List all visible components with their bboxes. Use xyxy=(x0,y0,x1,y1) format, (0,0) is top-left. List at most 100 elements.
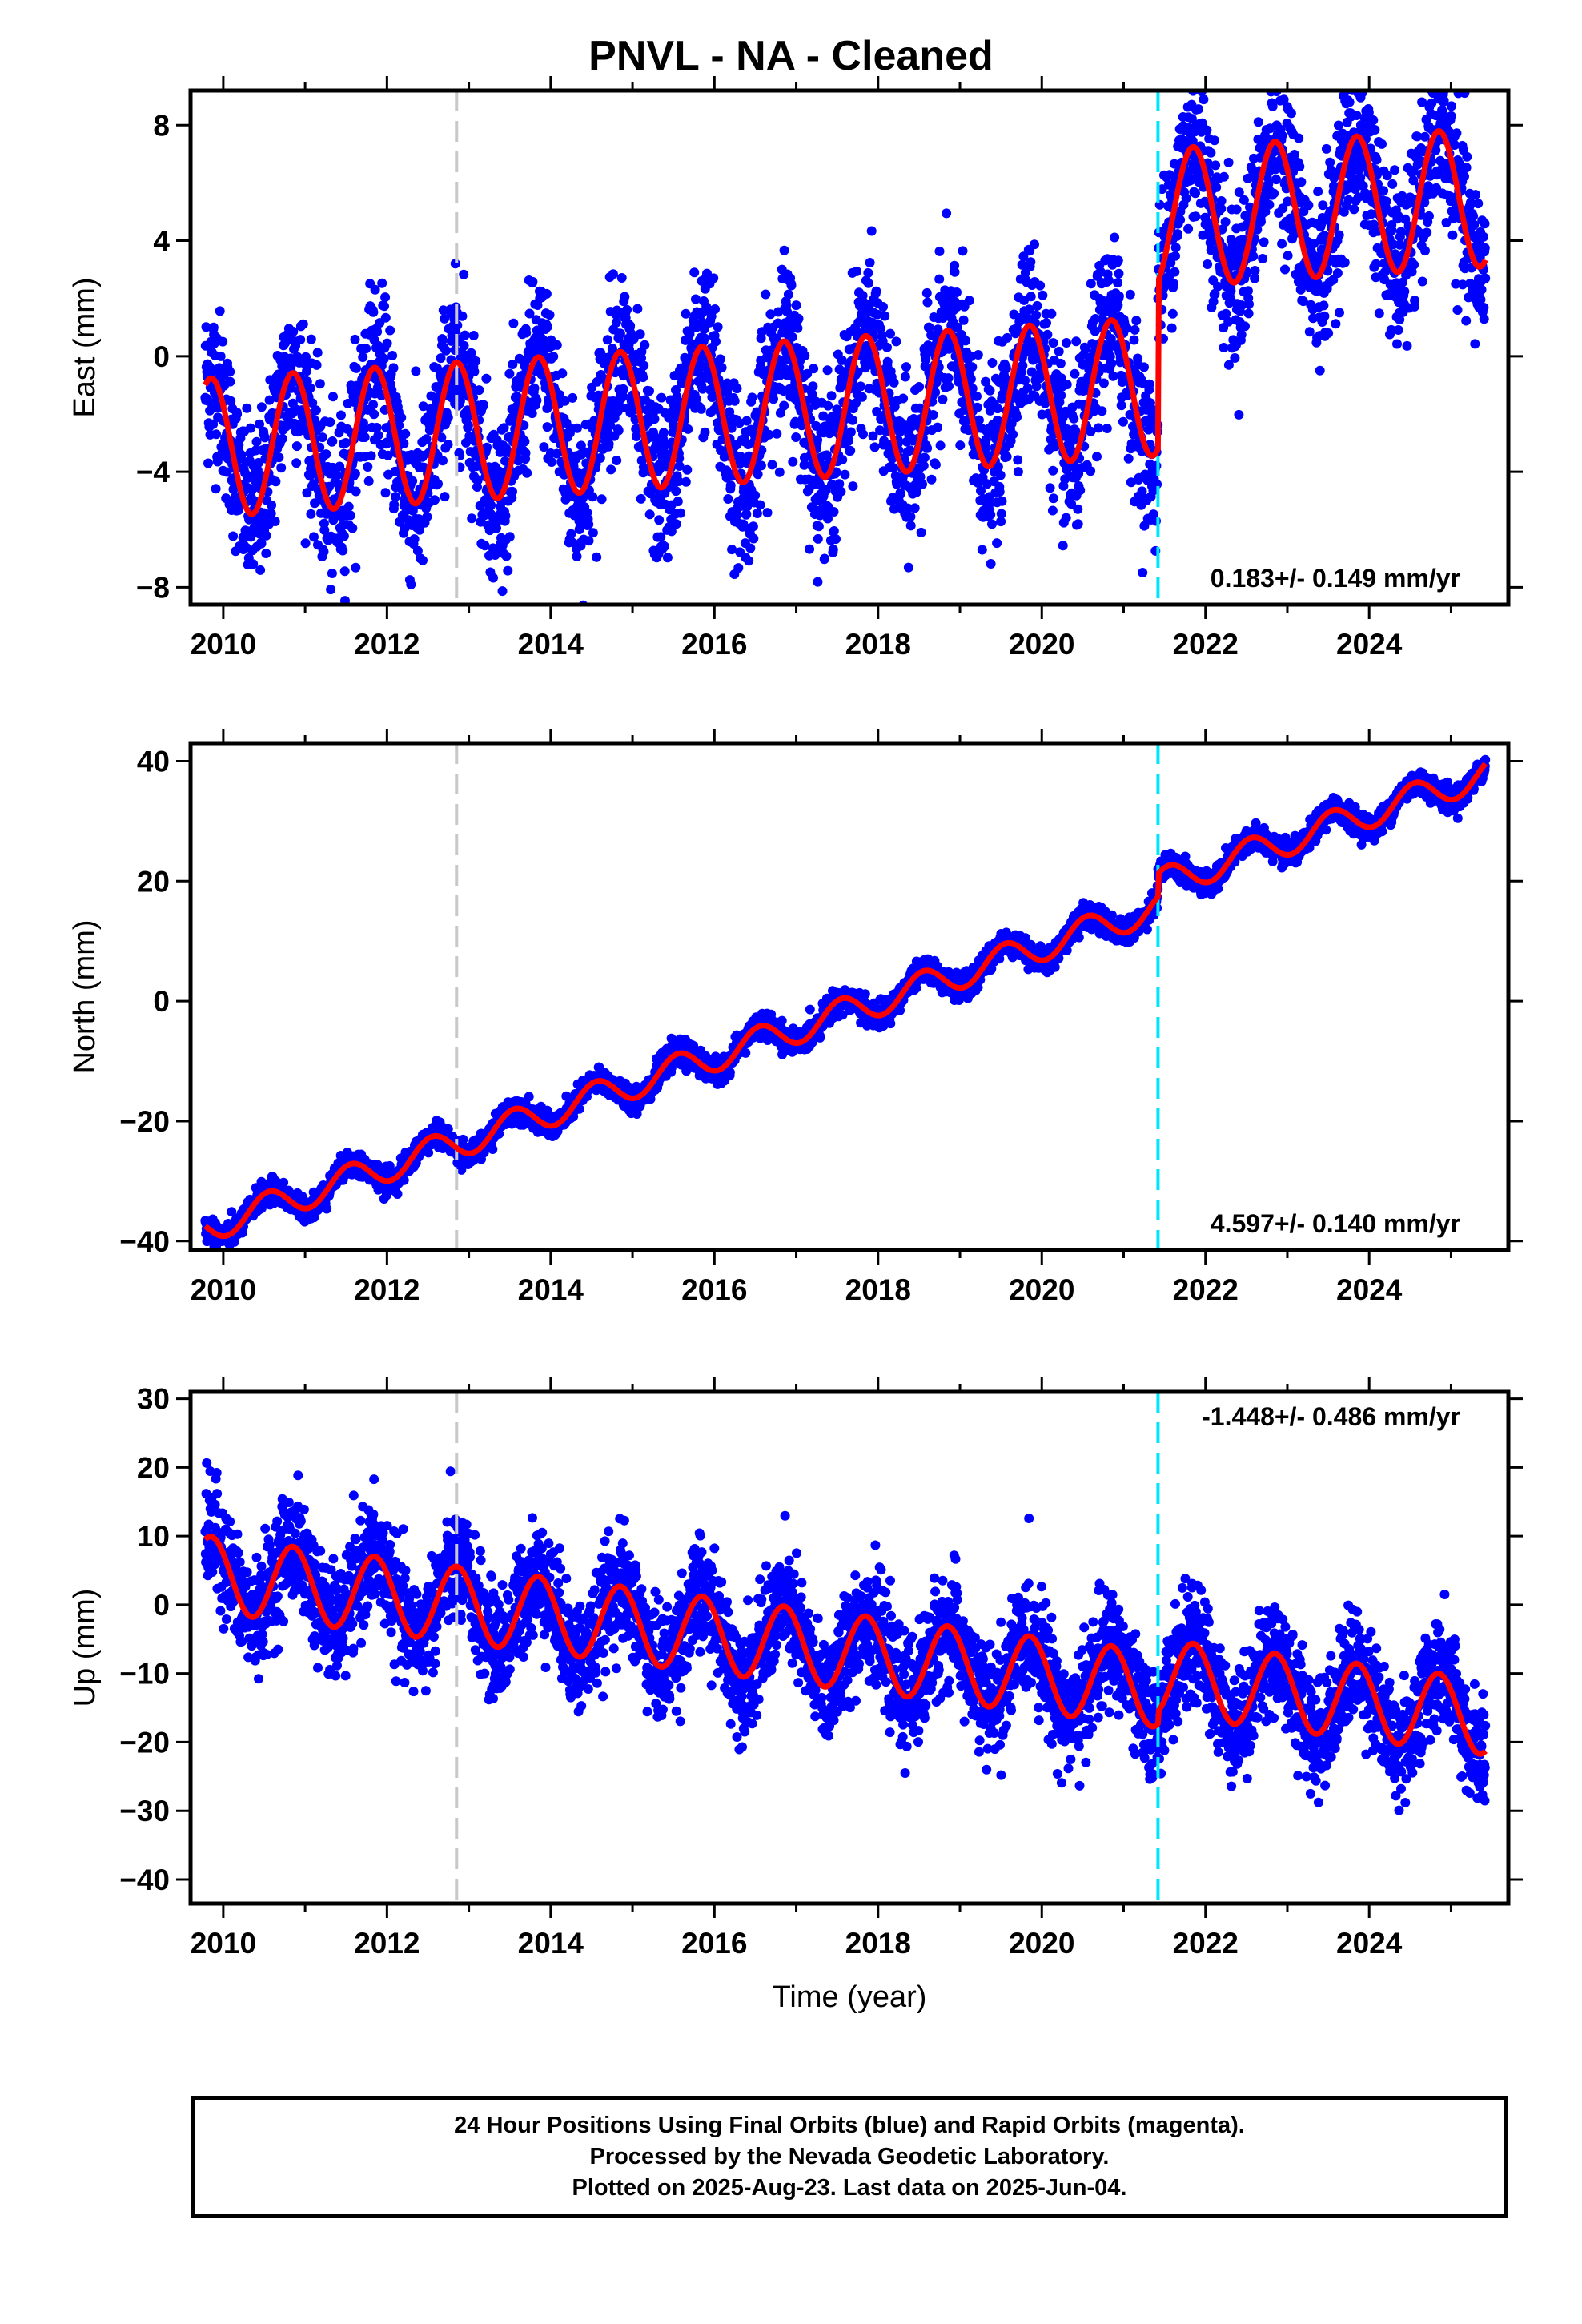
data-point xyxy=(339,566,350,577)
data-point xyxy=(1461,163,1472,173)
data-point xyxy=(368,400,379,410)
data-point xyxy=(339,531,349,541)
data-point xyxy=(1062,380,1072,390)
data-point xyxy=(826,391,837,401)
data-point xyxy=(744,556,754,566)
data-point xyxy=(474,385,484,396)
data-point xyxy=(922,297,933,308)
data-point xyxy=(972,391,982,401)
data-point xyxy=(1199,94,1209,105)
data-point xyxy=(1097,406,1107,416)
data-point xyxy=(351,486,361,497)
data-point xyxy=(236,450,247,460)
data-point xyxy=(298,319,308,329)
data-point xyxy=(437,335,448,345)
data-point xyxy=(1368,115,1379,125)
data-point xyxy=(418,401,428,412)
data-point xyxy=(863,267,873,278)
data-point xyxy=(500,511,511,521)
data-point xyxy=(1001,364,1011,374)
data-point xyxy=(869,442,880,452)
data-point xyxy=(387,351,398,360)
data-point xyxy=(837,355,847,365)
data-point xyxy=(871,286,881,296)
data-point xyxy=(1226,286,1236,296)
data-point xyxy=(853,367,863,377)
data-point xyxy=(967,384,978,394)
data-point xyxy=(245,423,255,433)
data-point xyxy=(919,452,930,463)
data-point xyxy=(1151,460,1162,471)
data-point xyxy=(1303,200,1314,211)
data-point xyxy=(326,585,336,595)
data-point xyxy=(468,331,479,340)
data-point xyxy=(691,393,701,404)
data-point xyxy=(955,440,966,451)
data-point xyxy=(521,328,532,338)
data-point xyxy=(992,538,1002,549)
data-point xyxy=(1390,165,1400,175)
y-axis-label: East (mm) xyxy=(68,277,102,417)
data-point xyxy=(813,435,823,445)
data-point xyxy=(544,310,555,320)
data-point xyxy=(1031,310,1042,320)
data-point xyxy=(752,509,762,518)
data-point xyxy=(513,456,524,466)
data-point xyxy=(1166,323,1177,333)
data-point xyxy=(676,508,685,518)
data-point xyxy=(267,500,277,510)
x-tick-label: 2022 xyxy=(1173,628,1239,661)
scatter-series xyxy=(200,67,1491,605)
plot-area xyxy=(200,743,1491,1250)
data-point xyxy=(1355,68,1364,78)
data-point xyxy=(709,273,719,283)
data-point xyxy=(1219,343,1229,352)
data-point xyxy=(1446,101,1456,111)
data-point xyxy=(557,368,568,379)
data-point xyxy=(312,348,323,358)
data-point xyxy=(508,486,517,497)
data-point xyxy=(1042,329,1053,340)
data-point xyxy=(618,392,628,402)
data-point xyxy=(848,415,858,425)
data-point xyxy=(729,396,740,406)
data-point xyxy=(1277,131,1287,141)
data-point xyxy=(572,423,582,433)
data-point xyxy=(256,538,267,549)
data-point xyxy=(813,533,823,544)
data-point xyxy=(986,509,996,520)
data-point xyxy=(1430,67,1439,77)
data-point xyxy=(1223,157,1234,167)
data-point xyxy=(1138,568,1148,577)
data-point xyxy=(632,304,643,314)
data-point xyxy=(228,531,239,541)
data-point xyxy=(380,292,391,303)
data-point xyxy=(541,288,552,299)
data-point xyxy=(1371,155,1382,165)
data-point xyxy=(958,315,969,325)
data-point xyxy=(514,353,524,364)
data-point xyxy=(1429,75,1439,85)
y-tick-label: 0 xyxy=(153,340,170,373)
data-point xyxy=(1086,466,1096,476)
data-point xyxy=(467,513,477,524)
data-point xyxy=(440,492,450,502)
data-point xyxy=(691,294,701,304)
data-point xyxy=(1452,305,1463,315)
data-point xyxy=(654,515,665,525)
data-point xyxy=(251,436,262,447)
data-point xyxy=(660,541,669,552)
data-point xyxy=(1479,231,1488,242)
data-point xyxy=(726,423,737,433)
data-point xyxy=(503,565,513,576)
data-point xyxy=(1268,80,1278,90)
data-point xyxy=(608,269,618,279)
data-point xyxy=(898,393,909,404)
data-point xyxy=(259,432,270,443)
data-point xyxy=(1344,97,1355,107)
data-point xyxy=(840,469,850,480)
data-point xyxy=(888,462,898,472)
data-point xyxy=(972,402,982,412)
data-point xyxy=(340,596,350,605)
